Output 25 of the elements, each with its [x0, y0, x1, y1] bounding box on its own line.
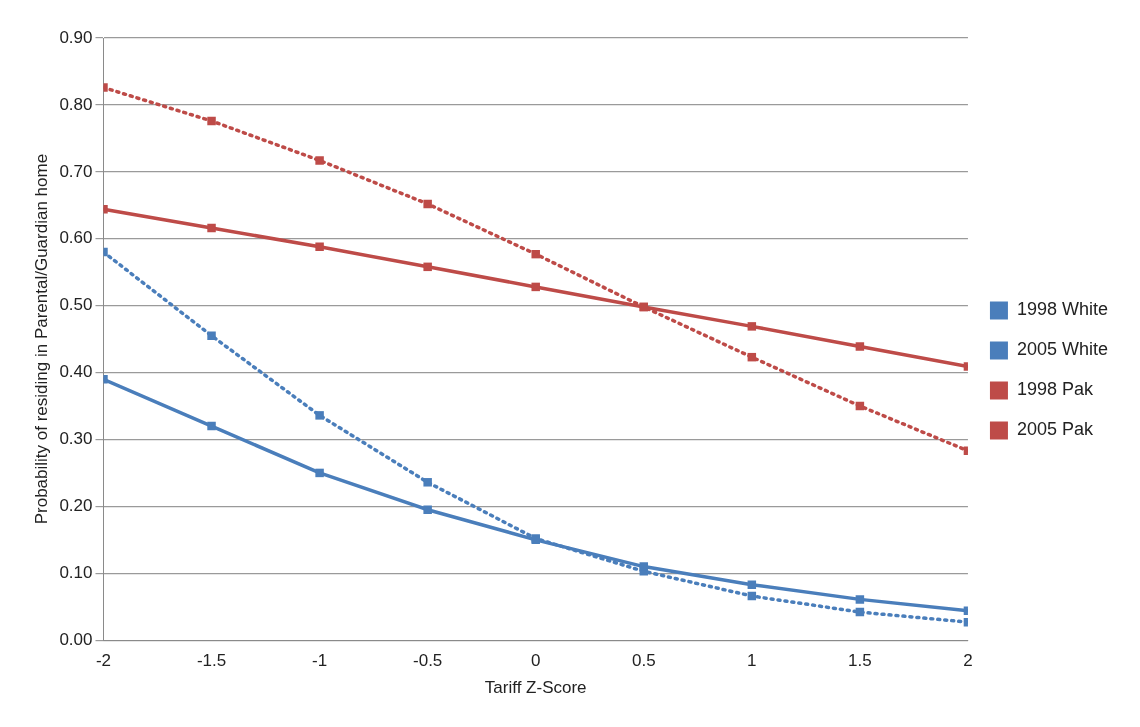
x-tick-label: 0: [530, 651, 541, 671]
legend-label: 1998 White: [1016, 299, 1109, 320]
x-axis-title: Tariff Z-Score: [484, 678, 587, 698]
y-tick-label: 0.60: [59, 228, 93, 248]
y-tick-label: 0.40: [59, 362, 93, 382]
x-tick-label: 1: [747, 651, 757, 671]
legend-label: 2005 White: [1016, 339, 1109, 360]
legend-label: 2005 Pak: [1016, 419, 1095, 440]
y-tick-label: 0.10: [59, 562, 93, 582]
x-tick-label: 1.5: [848, 651, 872, 671]
y-tick-label: 0.50: [59, 295, 93, 315]
y-axis-title: Probability of residing in Parental/Guardian home: [31, 153, 51, 525]
x-tick-label: -0.5: [413, 651, 443, 671]
y-tick-label: 0.80: [59, 94, 93, 114]
y-tick-label: 0.70: [59, 161, 93, 181]
y-tick-label: 0.90: [59, 27, 93, 47]
x-tick-label: -1: [312, 651, 328, 671]
x-tick-label: -2: [95, 651, 112, 671]
y-tick-label: 0.00: [59, 629, 93, 649]
legend-label: 1998 Pak: [1016, 379, 1095, 400]
y-tick-label: 0.30: [59, 429, 93, 449]
y-tick-label: 0.20: [59, 496, 93, 516]
x-tick-label: 2: [963, 651, 973, 671]
x-tick-label: -1.5: [196, 651, 227, 671]
x-tick-label: 0.5: [631, 651, 656, 671]
